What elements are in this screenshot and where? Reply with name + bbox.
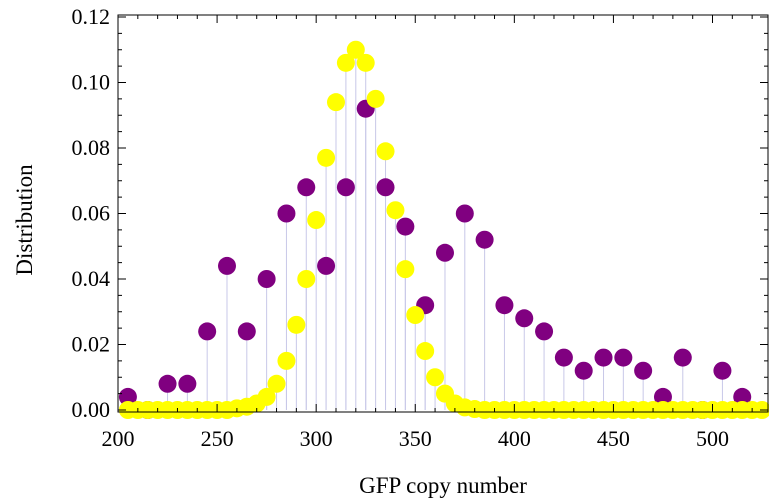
data-point-series-1: [277, 204, 296, 223]
data-point-series-1: [178, 374, 197, 393]
data-point-series-1: [634, 361, 653, 380]
data-points: [118, 40, 769, 419]
data-point-series-1: [317, 256, 336, 275]
data-point-series-2: [257, 387, 276, 406]
data-point-series-1: [376, 178, 395, 197]
y-tick-label: 0.02: [72, 332, 111, 357]
data-point-series-2: [307, 211, 326, 230]
data-point-series-1: [435, 243, 454, 262]
x-tick-label: 250: [201, 426, 234, 451]
data-point-series-2: [376, 142, 395, 161]
x-tick-label: 400: [498, 426, 531, 451]
data-point-series-1: [297, 178, 316, 197]
data-point-series-2: [356, 53, 375, 72]
data-point-series-1: [554, 348, 573, 367]
data-point-series-2: [267, 374, 286, 393]
data-point-series-1: [198, 322, 217, 341]
axis-ticks: 200 250 300 350 400 450 500 0.00 0.02 0.04 0.06 0.0…: [72, 4, 768, 451]
data-point-series-2: [346, 40, 365, 59]
y-tick-label: 0.10: [72, 70, 111, 95]
data-point-series-2: [426, 368, 445, 387]
data-point-series-2: [396, 260, 415, 279]
x-tick-label: 450: [597, 426, 630, 451]
data-point-series-2: [297, 270, 316, 288]
y-tick-label: 0.04: [72, 266, 111, 291]
data-point-series-1: [594, 348, 613, 367]
data-point-series-1: [653, 387, 672, 406]
data-point-series-1: [535, 322, 554, 341]
data-point-series-1: [574, 361, 593, 380]
x-axis-label: GFP copy number: [359, 473, 527, 498]
data-point-series-1: [118, 387, 137, 406]
data-point-series-2: [317, 148, 336, 167]
y-axis-label: Distribution: [12, 164, 37, 276]
x-tick-label: 300: [300, 426, 333, 451]
y-tick-label: 0.08: [72, 135, 111, 160]
drop-lines: [127, 49, 743, 410]
data-point-series-1: [217, 256, 236, 275]
data-point-series-1: [455, 204, 474, 223]
data-point-series-2: [366, 89, 385, 108]
data-point-series-2: [416, 342, 435, 361]
y-tick-label: 0.06: [72, 201, 111, 226]
data-point-series-2: [406, 306, 425, 325]
data-point-series-1: [614, 348, 633, 367]
data-point-series-2: [386, 201, 405, 220]
data-point-series-1: [158, 374, 177, 393]
x-tick-label: 200: [102, 426, 135, 451]
data-point-series-1: [495, 296, 514, 315]
x-tick-label: 350: [399, 426, 432, 451]
data-point-series-1: [733, 387, 752, 406]
x-tick-label: 500: [696, 426, 729, 451]
data-point-series-2: [326, 93, 345, 112]
plot-frame: [117, 14, 769, 413]
data-point-series-2: [336, 53, 355, 72]
y-tick-label: 0.12: [72, 4, 111, 29]
data-point-series-1: [237, 322, 256, 341]
data-point-series-2: [287, 315, 306, 334]
data-point-series-1: [713, 361, 732, 380]
data-point-series-1: [257, 270, 276, 288]
data-point-series-1: [673, 348, 692, 367]
data-point-series-1: [336, 178, 355, 197]
plot-border: [117, 14, 769, 413]
data-point-series-1: [515, 309, 534, 328]
data-point-series-2: [277, 351, 296, 370]
data-point-series-1: [475, 230, 494, 249]
y-tick-label: 0.00: [72, 397, 111, 422]
data-point-series-1: [396, 217, 415, 236]
